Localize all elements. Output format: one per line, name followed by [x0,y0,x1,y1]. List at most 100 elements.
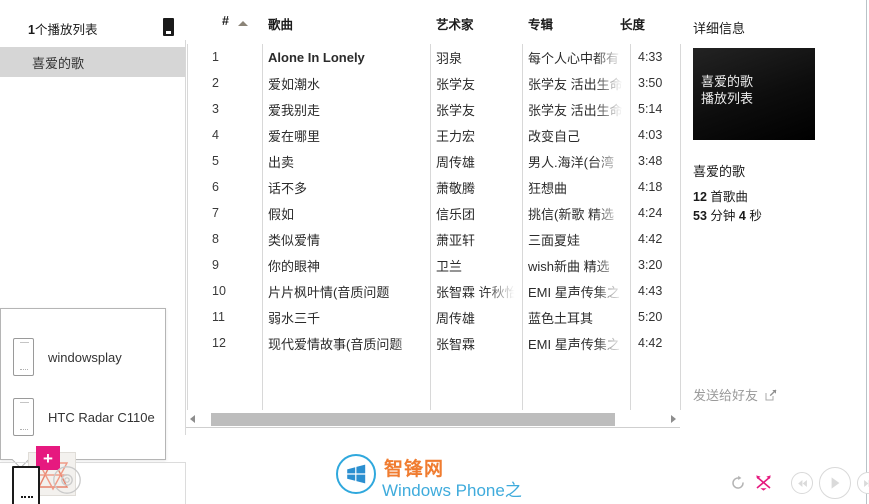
table-row[interactable]: 5 出卖 周传雄 男人.海洋(台湾 3:48 [186,148,681,174]
horizontal-scrollbar[interactable] [186,411,680,426]
cell-art: 张智霖 许秋怡 [436,284,516,300]
send-to-friend-label: 发送给好友 [693,388,759,403]
watermark: 智锋网 Windows Phone之家 [336,450,526,500]
cell-art: 卫兰 [436,258,463,274]
device-item-windowsplay[interactable]: windowsplay [1,327,167,387]
cell-len: 4:33 [638,50,663,64]
cell-len: 4:43 [638,284,663,298]
cell-num: 3 [212,102,219,116]
table-row[interactable]: 12 现代爱情故事(音质问题 张智霖 EMI 星声传集之 4:42 [186,330,681,356]
cell-song: 爱我别走 [268,102,321,118]
cell-song: Alone In Lonely [268,49,365,65]
table-row[interactable]: 9 你的眼神 卫兰 wish新曲 精选 3:20 [186,252,681,278]
repeat-button[interactable] [730,475,746,491]
window-right-edge [866,0,867,504]
details-track-count-line: 12 首歌曲 [693,188,762,207]
cell-song: 弱水三千 [268,310,321,326]
column-header-number[interactable]: # [222,14,229,28]
cell-len: 5:20 [638,310,663,324]
cell-song: 爱在哪里 [268,128,321,144]
cell-alb: 狂想曲 [528,180,568,196]
external-link-icon [765,389,777,400]
column-header-album[interactable]: 专辑 [528,18,554,32]
previous-button[interactable] [791,472,813,494]
column-divider [680,44,681,410]
cell-alb: wish新曲 精选 [528,258,610,274]
details-duration-minutes: 53 [693,209,707,223]
table-row[interactable]: 1 Alone In Lonely 羽泉 每个人心中都有 4:33 [186,44,681,70]
details-duration-line: 53 分钟 4 秒 [693,207,762,226]
cell-alb: 张学友 活出生命 [528,76,623,92]
plus-icon: + [43,448,53,468]
shuffle-icon [756,475,771,491]
playback-controls [665,462,869,504]
cell-art: 张智霖 [436,336,476,352]
cell-num: 8 [212,232,219,246]
cell-len: 4:42 [638,232,663,246]
table-row[interactable]: 6 话不多 萧敬腾 狂想曲 4:18 [186,174,681,200]
repeat-icon [732,475,744,489]
cell-alb: 蓝色土耳其 [528,310,594,326]
table-row[interactable]: 11 弱水三千 周传雄 蓝色土耳其 5:20 [186,304,681,330]
bottom-left-divider [0,462,186,463]
cell-len: 4:03 [638,128,663,142]
next-icon [863,479,869,487]
table-row[interactable]: 2 爱如潮水 张学友 张学友 活出生命 3:50 [186,70,681,96]
sidebar-item-favorites[interactable]: 喜爱的歌 [0,47,186,77]
details-playlist-name: 喜爱的歌 [693,164,746,179]
cell-num: 12 [212,336,226,350]
next-button[interactable] [857,472,869,494]
device-picker-popup: windowsplay HTC Radar C110e [0,308,166,460]
sidebar-header-title: 1个播放列表 [28,19,97,38]
column-divider [630,44,631,410]
cell-art: 张学友 [436,102,476,118]
phone-icon[interactable] [163,18,174,36]
table-row[interactable]: 7 假如 信乐团 挑信(新歌 精选 4:24 [186,200,681,226]
album-art-text: 喜爱的歌 播放列表 [701,74,754,106]
cell-num: 7 [212,206,219,220]
cell-song: 片片枫叶情(音质问题 [268,284,390,300]
arrow-right-icon[interactable] [671,415,676,423]
cell-art: 萧亚轩 [436,232,476,248]
table-row[interactable]: 4 爱在哪里 王力宏 改变自己 4:03 [186,122,681,148]
sort-ascending-icon[interactable] [238,21,248,26]
column-divider [262,44,263,410]
cell-art: 羽泉 [436,50,463,66]
send-to-friend-link[interactable]: 发送给好友 [693,385,777,404]
playlist-count-label: 个播放列表 [34,22,98,37]
column-header-length[interactable]: 长度 [620,18,646,32]
cell-alb: EMI 星声传集之 [528,284,620,300]
cell-len: 3:50 [638,76,663,90]
cell-alb: 三面夏娃 [528,232,581,248]
cell-len: 5:14 [638,102,663,116]
cell-alb: 男人.海洋(台湾 [528,154,614,170]
cell-art: 周传雄 [436,154,476,170]
cell-num: 6 [212,180,219,194]
cell-len: 4:42 [638,336,663,350]
cell-num: 4 [212,128,219,142]
table-row[interactable]: 3 爱我别走 张学友 张学友 活出生命 5:14 [186,96,681,122]
album-art: 喜爱的歌 播放列表 [693,48,815,140]
bottom-left-vertical-divider [185,462,186,504]
scrollbar-track[interactable] [198,412,664,426]
cell-art: 周传雄 [436,310,476,326]
table-row[interactable]: 8 类似爱情 萧亚轩 三面夏娃 4:42 [186,226,681,252]
column-header-song[interactable]: 歌曲 [268,18,294,32]
cell-num: 9 [212,258,219,272]
cell-art: 王力宏 [436,128,476,144]
column-header-artist[interactable]: 艺术家 [436,18,474,32]
play-button[interactable] [819,467,851,499]
phone-outline-icon [12,466,40,504]
scrollbar-thumb[interactable] [211,413,615,426]
device-item-htc-radar[interactable]: HTC Radar C110e [1,387,167,447]
arrow-left-icon[interactable] [190,415,195,423]
shuffle-button[interactable] [755,474,772,491]
playlist-count: 1 [28,22,35,37]
details-track-count-label: 首歌曲 [710,190,748,204]
cell-art: 信乐团 [436,206,476,222]
cell-len: 4:18 [638,180,663,194]
cell-alb: 每个人心中都有 [528,50,620,66]
details-meta: 12 首歌曲 53 分钟 4 秒 [693,188,762,226]
table-row[interactable]: 10 片片枫叶情(音质问题 张智霖 许秋怡 EMI 星声传集之 4:43 [186,278,681,304]
add-to-device-badge[interactable]: + [36,446,60,470]
